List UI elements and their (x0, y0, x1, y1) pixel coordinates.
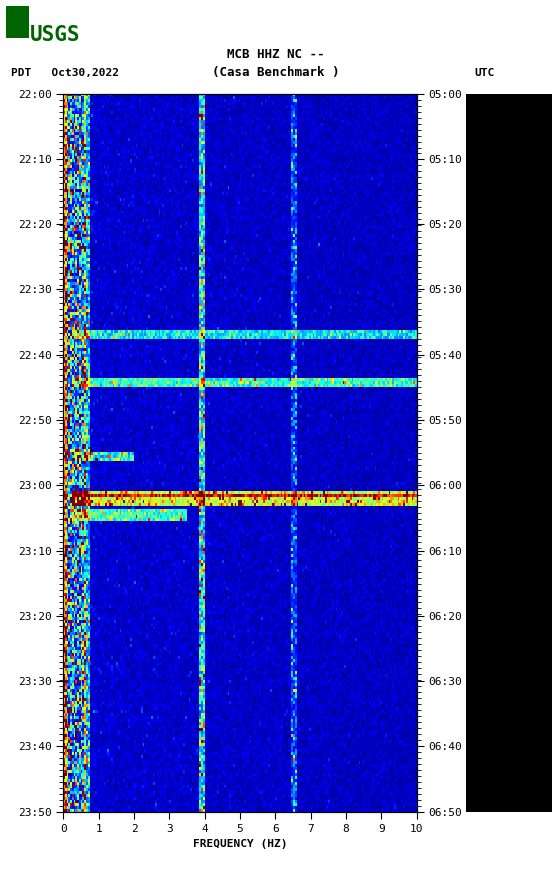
X-axis label: FREQUENCY (HZ): FREQUENCY (HZ) (193, 839, 288, 849)
Text: MCB HHZ NC --: MCB HHZ NC -- (227, 48, 325, 61)
Text: PDT   Oct30,2022: PDT Oct30,2022 (11, 68, 119, 78)
Text: (Casa Benchmark ): (Casa Benchmark ) (213, 66, 339, 78)
Text: USGS: USGS (30, 25, 81, 45)
Text: UTC: UTC (475, 68, 495, 78)
